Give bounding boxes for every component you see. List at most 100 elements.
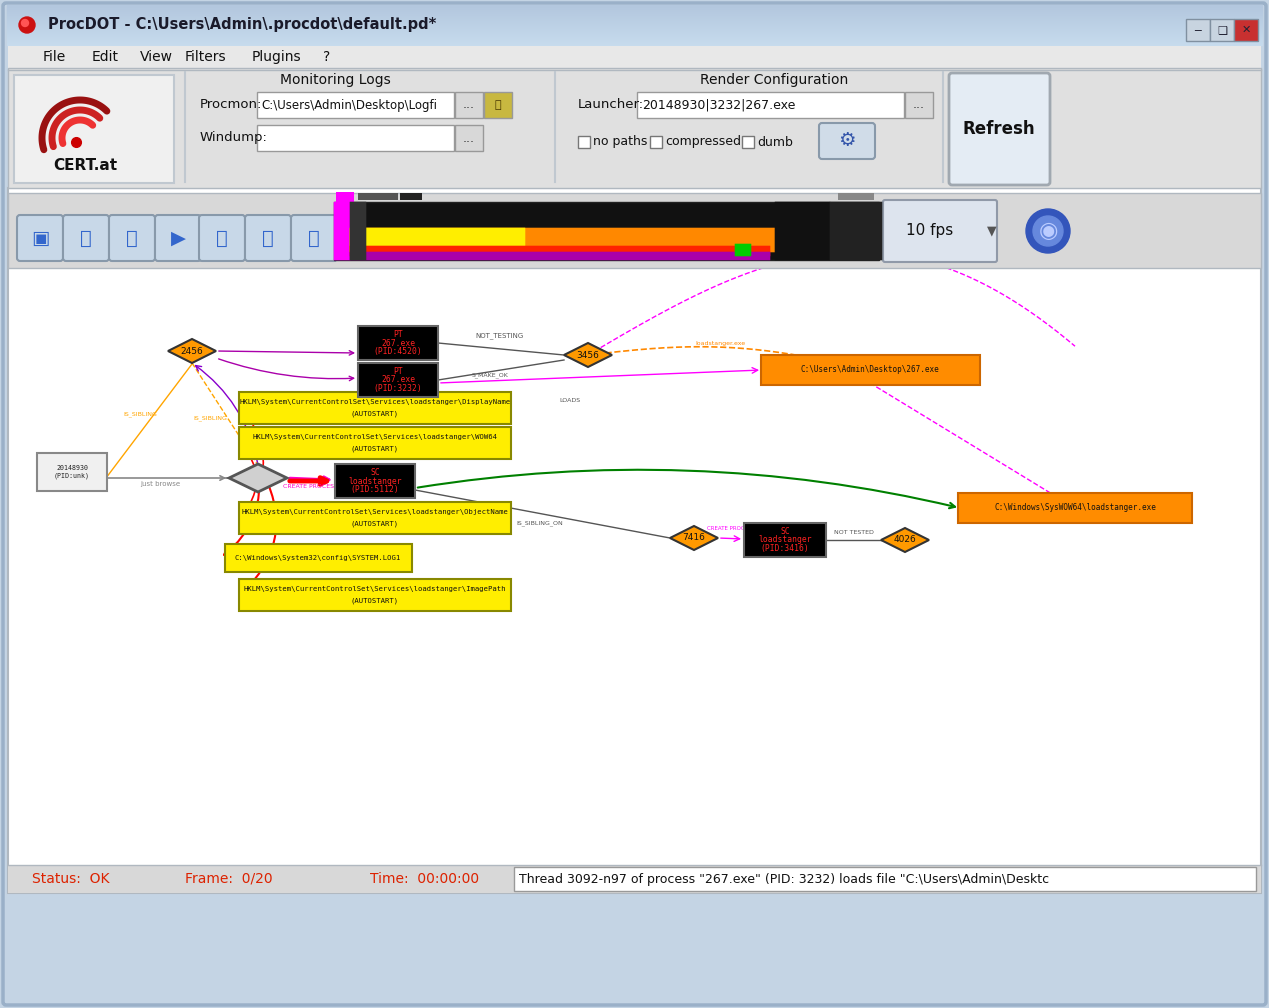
- Text: C:\Windows\System32\config\SYSTEM.LOG1: C:\Windows\System32\config\SYSTEM.LOG1: [235, 555, 401, 561]
- Text: LOADS: LOADS: [560, 397, 580, 402]
- Text: (AUTOSTART): (AUTOSTART): [352, 598, 398, 604]
- FancyBboxPatch shape: [358, 193, 398, 200]
- FancyBboxPatch shape: [155, 215, 201, 261]
- FancyBboxPatch shape: [456, 125, 483, 151]
- FancyBboxPatch shape: [336, 192, 354, 202]
- Text: (AUTOSTART): (AUTOSTART): [352, 521, 398, 527]
- Text: HKLM\System\CurrentControlSet\Services\loadstanger\ObjectName: HKLM\System\CurrentControlSet\Services\l…: [241, 509, 509, 515]
- Text: Thread 3092-n97 of process "267.exe" (PID: 3232) loads file "C:\Users\Admin\Desk: Thread 3092-n97 of process "267.exe" (PI…: [519, 873, 1049, 885]
- FancyBboxPatch shape: [258, 92, 454, 118]
- Text: IS_SIBLING: IS_SIBLING: [193, 415, 227, 421]
- Text: 7416: 7416: [683, 533, 706, 542]
- Text: HKLM\System\CurrentControlSet\Services\loadstanger\WOW64: HKLM\System\CurrentControlSet\Services\l…: [253, 434, 497, 440]
- Text: ▼: ▼: [987, 225, 997, 238]
- Polygon shape: [168, 339, 216, 363]
- FancyBboxPatch shape: [949, 73, 1049, 185]
- Text: (PID:3232): (PID:3232): [373, 384, 423, 393]
- Text: loadstanger: loadstanger: [348, 477, 402, 486]
- Text: 20148930
(PID:unk): 20148930 (PID:unk): [55, 466, 90, 479]
- FancyBboxPatch shape: [335, 464, 415, 498]
- Text: Windump:: Windump:: [201, 131, 268, 144]
- FancyBboxPatch shape: [8, 188, 1261, 893]
- Text: 20148930|3232|267.exe: 20148930|3232|267.exe: [642, 99, 796, 112]
- FancyBboxPatch shape: [958, 493, 1192, 523]
- Text: 🔒: 🔒: [495, 100, 501, 110]
- Text: ─: ─: [1194, 25, 1202, 35]
- FancyBboxPatch shape: [239, 579, 511, 611]
- FancyBboxPatch shape: [358, 363, 438, 397]
- Text: Launcher:: Launcher:: [577, 99, 645, 112]
- FancyBboxPatch shape: [650, 136, 662, 148]
- FancyBboxPatch shape: [735, 244, 751, 256]
- Circle shape: [1033, 216, 1063, 246]
- FancyBboxPatch shape: [16, 215, 63, 261]
- Text: ⏪: ⏪: [126, 229, 138, 248]
- FancyBboxPatch shape: [577, 136, 590, 148]
- Text: ?: ?: [324, 50, 330, 64]
- Text: no paths: no paths: [593, 135, 647, 148]
- Text: File: File: [43, 50, 66, 64]
- Text: 4026: 4026: [893, 535, 916, 544]
- FancyBboxPatch shape: [838, 193, 874, 200]
- FancyBboxPatch shape: [350, 252, 770, 260]
- Text: CERT.at: CERT.at: [53, 158, 117, 173]
- Text: IS_SIBLING_ON: IS_SIBLING_ON: [516, 520, 563, 526]
- Text: compressed: compressed: [665, 135, 741, 148]
- Text: ...: ...: [463, 131, 475, 144]
- Text: Render Configuration: Render Configuration: [700, 73, 848, 87]
- FancyBboxPatch shape: [109, 215, 155, 261]
- FancyBboxPatch shape: [350, 202, 367, 260]
- Text: Status:  OK: Status: OK: [32, 872, 109, 886]
- FancyBboxPatch shape: [456, 92, 483, 118]
- Circle shape: [1027, 209, 1070, 253]
- Polygon shape: [228, 464, 287, 492]
- Polygon shape: [563, 343, 612, 367]
- FancyBboxPatch shape: [760, 355, 980, 385]
- Text: (AUTOSTART): (AUTOSTART): [352, 410, 398, 417]
- Circle shape: [19, 17, 36, 33]
- Text: CREATE PROCESS: CREATE PROCESS: [283, 484, 338, 489]
- FancyBboxPatch shape: [245, 215, 291, 261]
- FancyBboxPatch shape: [239, 427, 511, 459]
- FancyBboxPatch shape: [350, 228, 796, 252]
- Text: Time:  00:00:00: Time: 00:00:00: [371, 872, 480, 886]
- Text: NOT_TESTING: NOT_TESTING: [476, 333, 524, 340]
- FancyBboxPatch shape: [3, 3, 1266, 1005]
- FancyBboxPatch shape: [334, 202, 879, 260]
- Text: (AUTOSTART): (AUTOSTART): [352, 446, 398, 453]
- Text: loadstanger.exe: loadstanger.exe: [695, 342, 745, 347]
- Text: (PID:5112): (PID:5112): [350, 485, 400, 494]
- FancyBboxPatch shape: [1233, 19, 1258, 41]
- FancyBboxPatch shape: [400, 193, 423, 200]
- Text: SC: SC: [780, 527, 789, 536]
- Text: PT: PT: [393, 367, 402, 376]
- Polygon shape: [670, 526, 718, 550]
- FancyBboxPatch shape: [239, 502, 511, 534]
- FancyBboxPatch shape: [350, 246, 770, 256]
- Text: S_MAKE_OK: S_MAKE_OK: [472, 372, 509, 378]
- Text: Monitoring Logs: Monitoring Logs: [280, 73, 391, 87]
- FancyBboxPatch shape: [350, 228, 525, 252]
- FancyBboxPatch shape: [358, 326, 438, 360]
- FancyBboxPatch shape: [8, 193, 1261, 268]
- Text: ◉: ◉: [1038, 221, 1057, 241]
- Text: 267.exe: 267.exe: [381, 376, 415, 384]
- Text: ⏭: ⏭: [308, 229, 320, 248]
- FancyBboxPatch shape: [819, 123, 876, 159]
- FancyBboxPatch shape: [483, 92, 511, 118]
- Text: Plugins: Plugins: [253, 50, 302, 64]
- FancyBboxPatch shape: [63, 215, 109, 261]
- Text: 10 fps: 10 fps: [906, 224, 953, 239]
- Text: dumb: dumb: [758, 135, 793, 148]
- Text: Procmon:: Procmon:: [201, 99, 263, 112]
- FancyBboxPatch shape: [830, 202, 882, 260]
- Text: View: View: [140, 50, 173, 64]
- FancyBboxPatch shape: [514, 867, 1256, 891]
- FancyBboxPatch shape: [8, 865, 1261, 893]
- Text: SC: SC: [371, 468, 379, 477]
- Text: NOT TESTED: NOT TESTED: [834, 529, 874, 534]
- FancyBboxPatch shape: [225, 544, 411, 572]
- Text: ...: ...: [463, 99, 475, 112]
- Text: Frame:  0/20: Frame: 0/20: [185, 872, 273, 886]
- Text: ⏩: ⏩: [263, 229, 274, 248]
